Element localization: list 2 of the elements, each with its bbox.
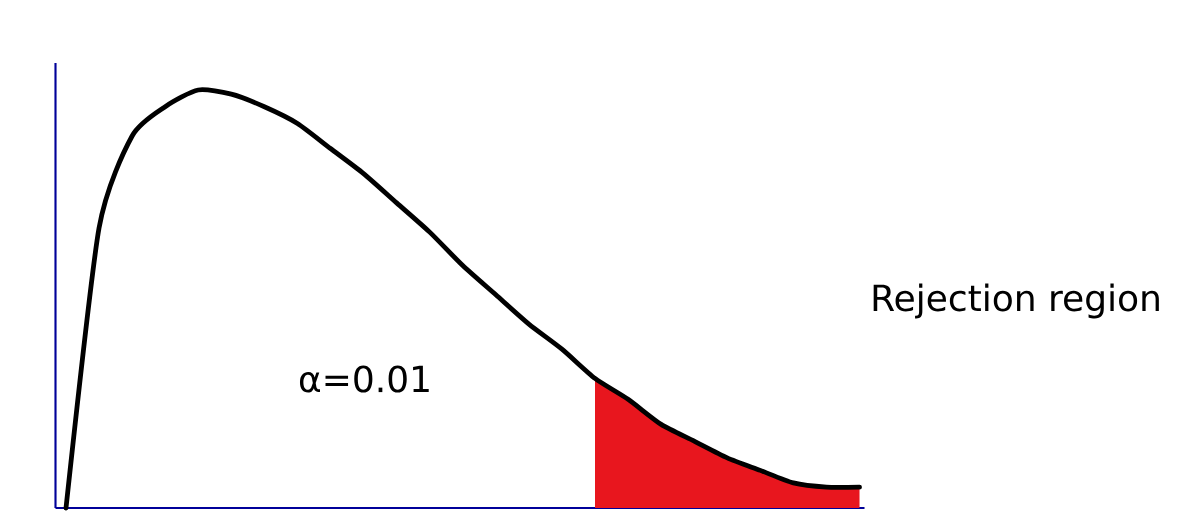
annotation: α=0.01 — [299, 365, 429, 393]
text: Rejection region — [873, 283, 1159, 319]
